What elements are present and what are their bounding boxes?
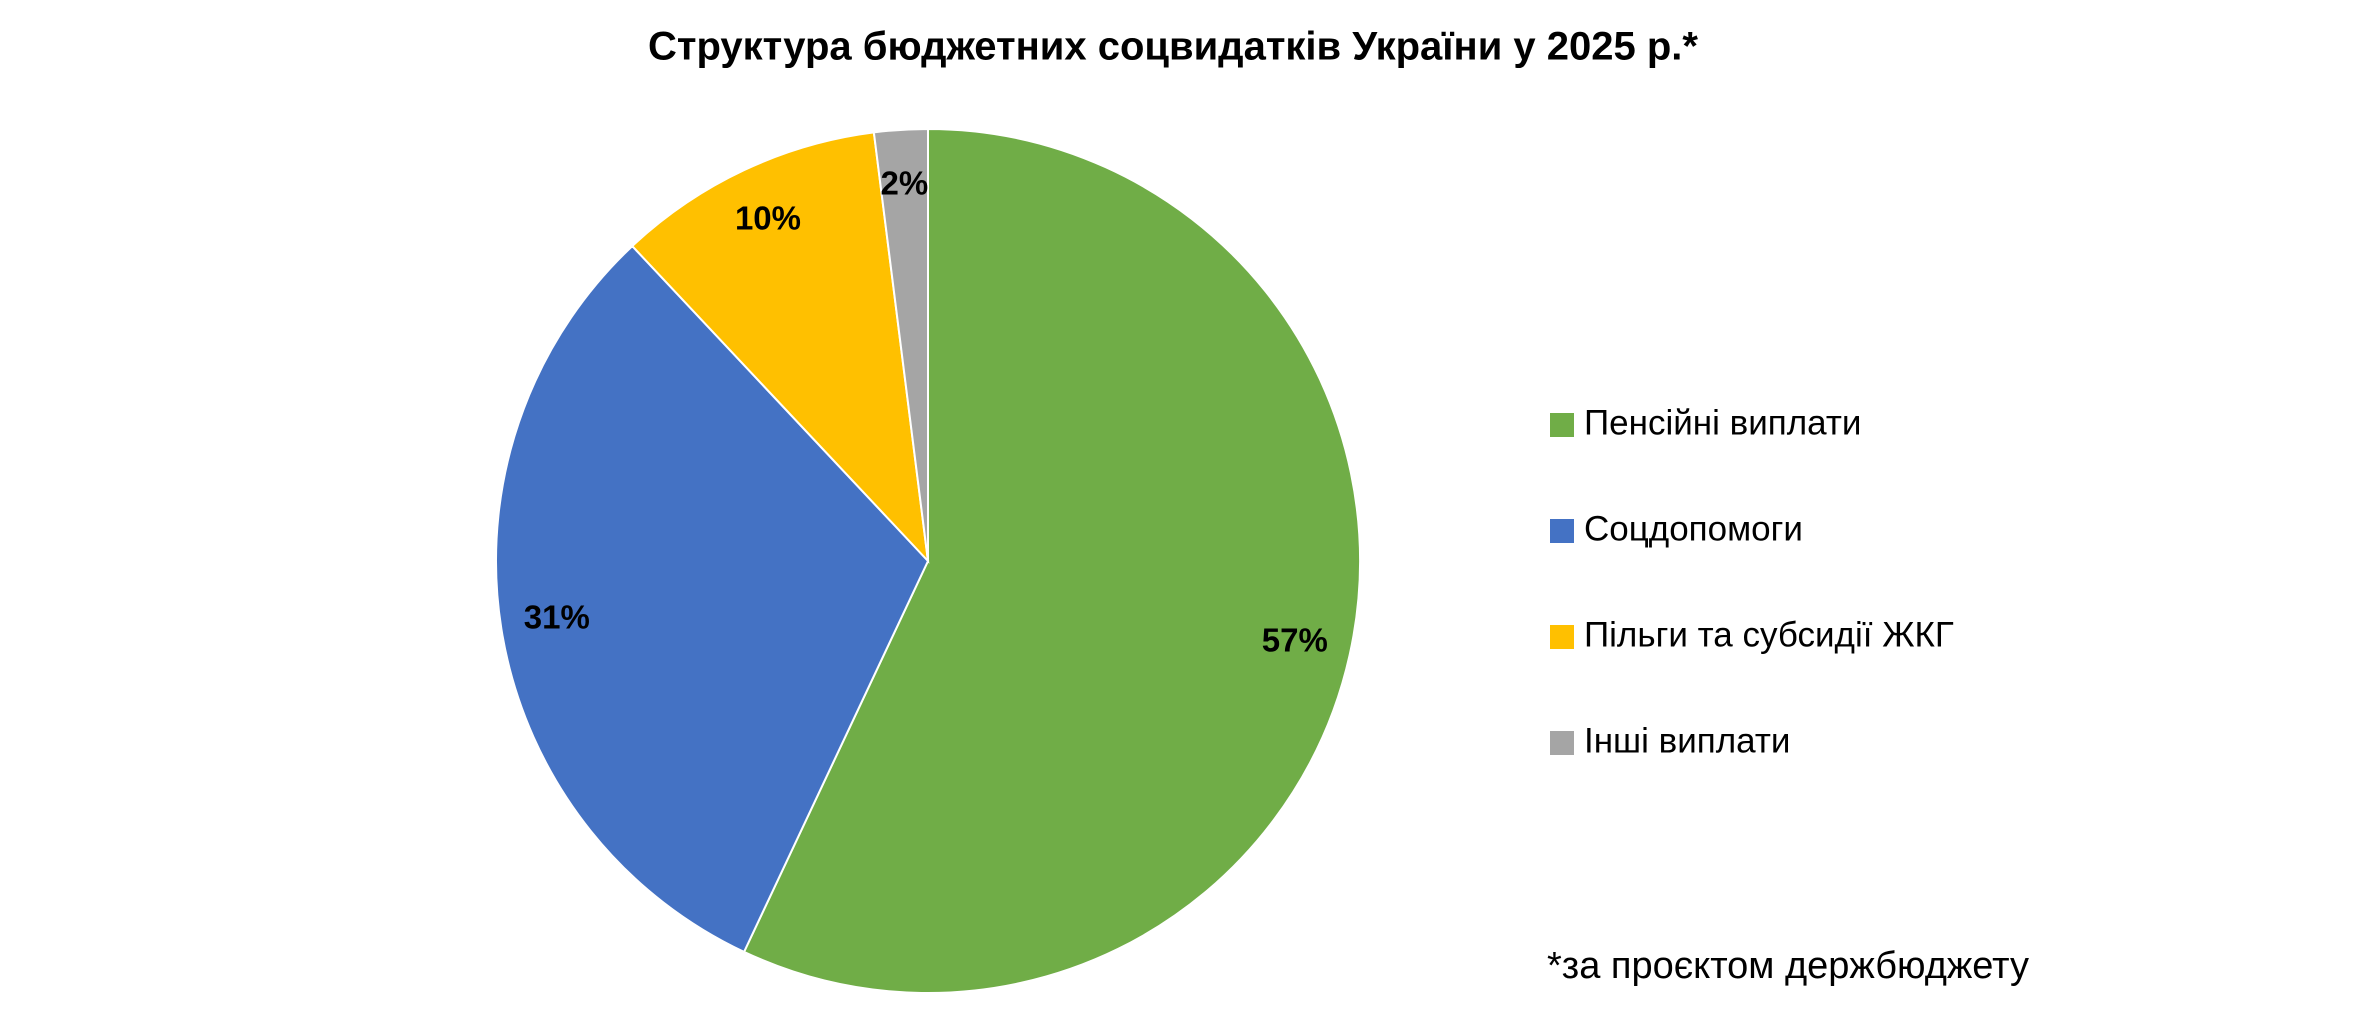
legend-label: Соцдопомоги (1584, 509, 1803, 548)
legend-swatch (1550, 413, 1574, 437)
pie-slice (742, 127, 1361, 994)
value-label: 2% (881, 165, 929, 202)
legend-swatch (1550, 731, 1574, 755)
legend-swatch (1550, 625, 1574, 649)
legend-label: Пільги та субсидії ЖКГ (1584, 615, 1954, 654)
pie-slice (872, 127, 929, 562)
pie-slice (495, 244, 930, 954)
footnote: *за проєктом держбюджету (1547, 945, 2029, 987)
legend-label: Інші виплати (1584, 721, 1790, 760)
value-label: 57% (1262, 622, 1328, 659)
chart-title: Структура бюджетних соцвидатків України … (648, 25, 1698, 69)
value-label: 31% (524, 599, 590, 636)
value-label: 10% (735, 200, 801, 237)
legend-swatch (1550, 519, 1574, 543)
pie-slice (630, 131, 930, 564)
legend-label: Пенсійні виплати (1584, 403, 1861, 442)
